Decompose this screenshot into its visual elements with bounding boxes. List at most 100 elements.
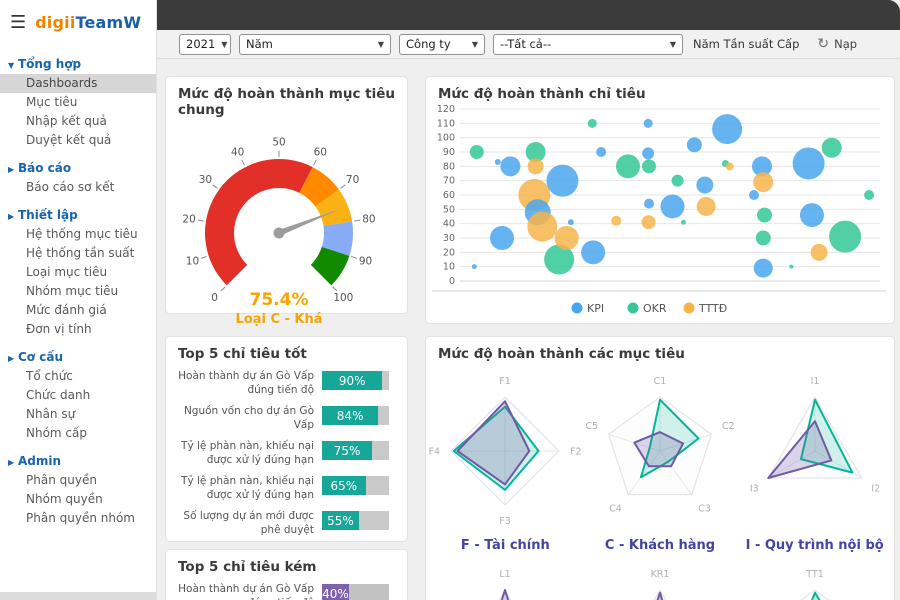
select-unit-value: --Tất cả--	[500, 37, 552, 51]
legend-label-tttd[interactable]: TTTĐ	[698, 302, 727, 315]
bubble-kpi[interactable]	[471, 264, 477, 270]
sidebar-item-label: Dashboards	[26, 76, 98, 90]
sidebar-item-dashboards[interactable]: Dashboards	[0, 74, 156, 93]
sidebar-item-bao-cao[interactable]: ▶ Báo cáo	[0, 159, 156, 178]
legend-label-okr[interactable]: OKR	[643, 302, 667, 315]
bubble-tttd[interactable]	[641, 215, 656, 230]
sidebar-item-tong-hop[interactable]: ▼ Tổng hợp	[0, 55, 156, 74]
sidebar-item-phan-quyen[interactable]: Phân quyền	[0, 471, 156, 490]
y-tick-label: 70	[443, 176, 455, 187]
bubble-kpi[interactable]	[642, 147, 655, 160]
bubble-okr[interactable]	[587, 118, 597, 128]
radar-chart: I1 I2 I3	[750, 376, 880, 495]
sidebar-item-chuc-danh[interactable]: Chức danh	[0, 386, 156, 405]
sidebar-item-muc-tieu[interactable]: Mục tiêu	[0, 93, 156, 112]
gauge-card-title: Mức độ hoàn thành mục tiêu chung	[178, 86, 396, 118]
legend-label-kpi[interactable]: KPI	[587, 302, 604, 315]
sidebar-item-phan-quyen-nhom[interactable]: Phân quyền nhóm	[0, 509, 156, 528]
bubble-okr[interactable]	[821, 137, 842, 158]
reload-button[interactable]: ↻ Nạp	[817, 36, 857, 52]
sidebar-item-thiet-lap[interactable]: ▶ Thiết lập	[0, 206, 156, 225]
select-frequency[interactable]: Năm ▼	[239, 33, 391, 55]
bubble-tttd[interactable]	[527, 158, 544, 175]
bubble-tttd[interactable]	[527, 211, 558, 242]
bubble-tttd[interactable]	[696, 196, 716, 216]
bubble-okr[interactable]	[755, 230, 771, 246]
app-logo[interactable]: digiiTeamW	[35, 13, 141, 32]
bubble-kpi[interactable]	[596, 147, 607, 157]
sidebar-item-admin[interactable]: ▶ Admin	[0, 452, 156, 471]
bubble-kpi[interactable]	[799, 203, 824, 228]
bubble-kpi[interactable]	[749, 190, 759, 200]
bubble-kpi[interactable]	[792, 147, 825, 180]
bubble-okr[interactable]	[757, 207, 772, 223]
radar-axis-label: C5	[585, 421, 598, 432]
bubble-kpi[interactable]	[490, 226, 514, 250]
bubble-kpi[interactable]	[494, 159, 501, 166]
radar-series-green	[639, 398, 700, 479]
bubble-kpi[interactable]	[644, 198, 654, 209]
bar-track: 40%	[322, 584, 389, 600]
bubble-okr[interactable]	[680, 219, 686, 225]
bubble-kpi[interactable]	[712, 114, 743, 145]
select-scope[interactable]: Công ty ▼	[399, 33, 485, 55]
sidebar-item-nhap-ket-qua[interactable]: Nhập kết quả	[0, 112, 156, 131]
hamburger-menu-icon[interactable]: ☰	[10, 11, 27, 33]
bubble-kpi[interactable]	[751, 156, 772, 177]
select-frequency-value: Năm	[246, 37, 273, 51]
gauge-class-label: Loại C - Khá	[235, 312, 322, 327]
sidebar-item-nhom-muc-tieu[interactable]: Nhóm mục tiêu	[0, 282, 156, 301]
bubble-kpi[interactable]	[686, 137, 702, 153]
radar-axis-label: I2	[871, 484, 880, 495]
bubble-kpi[interactable]	[546, 164, 579, 197]
bubble-kpi[interactable]	[753, 258, 773, 278]
radar-axis-label: F4	[429, 447, 440, 458]
bubble-kpi[interactable]	[643, 118, 653, 128]
bar-label: Số lượng dự án mới được phê duyệt	[183, 510, 314, 536]
sidebar-item-co-cau[interactable]: ▶ Cơ cấu	[0, 348, 156, 367]
bubble-okr[interactable]	[864, 190, 875, 200]
bubble-tttd[interactable]	[810, 243, 828, 261]
sidebar-item-label: Nhóm mục tiêu	[26, 284, 119, 298]
radar-axis-label: L1	[500, 569, 511, 580]
bar-track: 90%	[322, 371, 389, 390]
bubble-okr[interactable]	[469, 145, 484, 159]
radar-chart: L1L2L3	[498, 569, 512, 600]
bubble-tttd[interactable]	[753, 172, 774, 193]
legend-dot-tttd	[683, 302, 695, 314]
sidebar-item-nhom-quyen[interactable]: Nhóm quyền	[0, 490, 156, 509]
bubble-okr[interactable]	[544, 244, 575, 275]
sidebar-item-don-vi-tinh[interactable]: Đơn vị tính	[0, 320, 156, 339]
bubble-okr[interactable]	[829, 220, 862, 253]
sidebar-item-duyet-ket-qua[interactable]: Duyệt kết quả	[0, 131, 156, 150]
bubble-okr[interactable]	[671, 174, 684, 187]
bubble-okr[interactable]	[525, 142, 546, 162]
bubble-tttd[interactable]	[725, 162, 734, 171]
radar-series-purple	[656, 591, 664, 600]
sidebar-item-he-thong-tan-suat[interactable]: Hệ thống tần suất	[0, 244, 156, 263]
bubble-tttd[interactable]	[611, 215, 622, 226]
triangle-down-icon: ▼	[8, 61, 15, 70]
bubble-kpi[interactable]	[696, 176, 714, 194]
radar-axis-line	[814, 450, 862, 479]
sidebar-item-he-thong-muc-tieu[interactable]: Hệ thống mục tiêu	[0, 225, 156, 244]
sidebar-item-bao-cao-so-ket[interactable]: Báo cáo sơ kết	[0, 178, 156, 197]
select-unit[interactable]: --Tất cả-- ▼	[493, 33, 683, 55]
sidebar-item-muc-danh-gia[interactable]: Mức đánh giá	[0, 301, 156, 320]
sidebar-item-to-chuc[interactable]: Tổ chức	[0, 367, 156, 386]
sidebar-item-nhom-cap[interactable]: Nhóm cấp	[0, 424, 156, 443]
sidebar-item-loai-muc-tieu[interactable]: Loại mục tiêu	[0, 263, 156, 282]
bubble-kpi[interactable]	[567, 219, 574, 226]
bubble-kpi[interactable]	[660, 194, 685, 219]
bubble-tttd[interactable]	[554, 226, 579, 250]
sidebar-item-nhan-su[interactable]: Nhân sự	[0, 405, 156, 424]
select-year[interactable]: 2021 ▼	[179, 33, 231, 55]
sidebar-item-label: Tổng hợp	[18, 57, 82, 71]
bubble-okr[interactable]	[642, 159, 656, 174]
bubble-kpi[interactable]	[581, 240, 606, 265]
radar-series-purple	[501, 589, 510, 600]
bubble-okr[interactable]	[789, 264, 794, 269]
bubble-okr[interactable]	[616, 154, 640, 179]
radar-cell: C1 C2 C3 C4 C5 C - Khách hàng	[583, 365, 738, 558]
bubble-kpi[interactable]	[500, 156, 521, 177]
